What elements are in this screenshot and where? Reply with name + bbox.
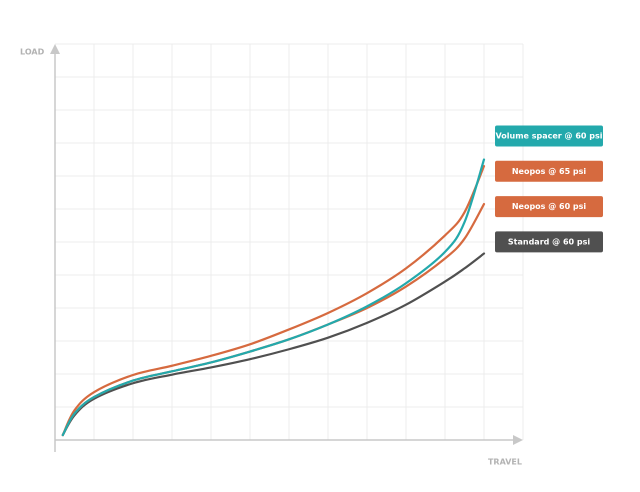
legend-label: Neopos @ 65 psi	[512, 167, 587, 176]
legend-swatch	[495, 196, 603, 218]
series-line	[61, 158, 486, 437]
legend-label: Standard @ 60 psi	[508, 237, 590, 246]
x-axis-arrow	[513, 435, 523, 445]
x-axis-label: TRAVEL	[488, 458, 522, 467]
y-axis-label: LOAD	[20, 48, 45, 57]
series-line	[61, 252, 486, 437]
series-line	[61, 165, 486, 437]
y-axis-arrow	[50, 44, 60, 54]
legend: Volume spacer @ 60 psi Neopos @ 65 psi Neo…	[495, 125, 603, 253]
legend-label: Volume spacer @ 60 psi	[496, 132, 603, 141]
lines	[61, 158, 486, 437]
legend-swatch	[495, 231, 603, 253]
grid	[55, 43, 524, 440]
series-line	[61, 202, 486, 437]
legend-label: Neopos @ 60 psi	[512, 202, 587, 211]
legend-swatch	[495, 160, 603, 182]
legend-swatch	[495, 125, 603, 147]
